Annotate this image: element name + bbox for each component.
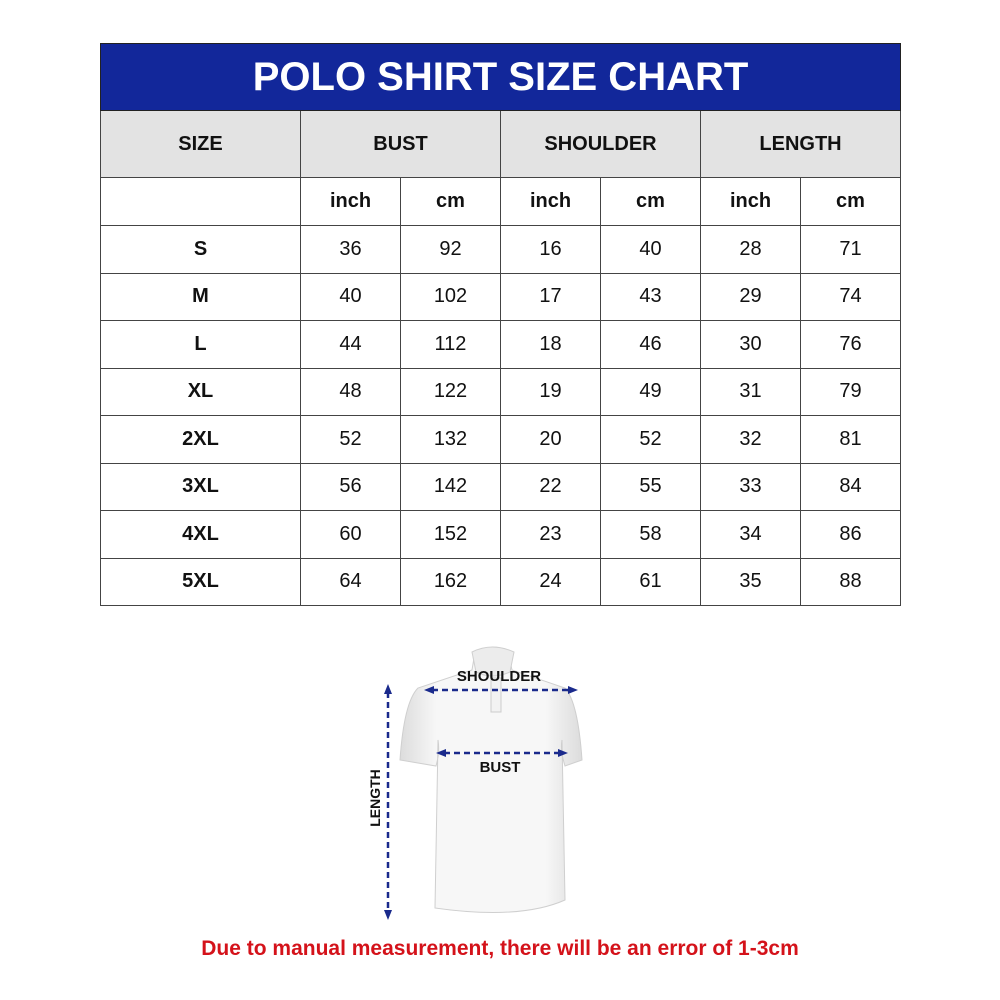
value-cell: 102 bbox=[400, 272, 501, 321]
size-cell: 4XL bbox=[100, 510, 301, 559]
value-cell: 34 bbox=[700, 510, 801, 559]
unit-label: inch bbox=[700, 177, 801, 226]
value-cell: 76 bbox=[799, 320, 902, 369]
value-cell: 46 bbox=[600, 320, 701, 369]
value-cell: 43 bbox=[600, 272, 701, 321]
value-cell: 58 bbox=[600, 510, 701, 559]
value-cell: 16 bbox=[500, 225, 601, 274]
value-cell: 92 bbox=[400, 225, 501, 274]
value-cell: 71 bbox=[799, 225, 902, 274]
value-cell: 61 bbox=[600, 557, 701, 606]
polo-shirt-diagram: SHOULDER BUST LENGTH bbox=[367, 646, 583, 920]
bust-arrow bbox=[436, 749, 568, 757]
value-cell: 122 bbox=[400, 367, 501, 416]
value-cell: 18 bbox=[500, 320, 601, 369]
table-row: S 36 92 16 40 28 71 bbox=[100, 225, 902, 274]
table-row: 5XL 64 162 24 61 35 88 bbox=[100, 557, 902, 606]
value-cell: 162 bbox=[400, 557, 501, 606]
value-cell: 49 bbox=[600, 367, 701, 416]
size-cell: 3XL bbox=[100, 462, 301, 511]
value-cell: 23 bbox=[500, 510, 601, 559]
value-cell: 35 bbox=[700, 557, 801, 606]
value-cell: 132 bbox=[400, 415, 501, 464]
value-cell: 19 bbox=[500, 367, 601, 416]
value-cell: 30 bbox=[700, 320, 801, 369]
table-row: L 44 112 18 46 30 76 bbox=[100, 320, 902, 369]
value-cell: 142 bbox=[400, 462, 501, 511]
header-size: SIZE bbox=[100, 110, 301, 178]
value-cell: 55 bbox=[600, 462, 701, 511]
shoulder-arrow bbox=[424, 686, 578, 694]
value-cell: 152 bbox=[400, 510, 501, 559]
value-cell: 56 bbox=[300, 462, 401, 511]
length-arrow bbox=[384, 684, 392, 920]
value-cell: 29 bbox=[700, 272, 801, 321]
unit-label: cm bbox=[400, 177, 501, 226]
value-cell: 40 bbox=[600, 225, 701, 274]
size-cell: M bbox=[100, 272, 301, 321]
value-cell: 52 bbox=[300, 415, 401, 464]
size-cell: L bbox=[100, 320, 301, 369]
unit-row: inch cm inch cm inch cm bbox=[100, 177, 902, 226]
header-shoulder: SHOULDER bbox=[500, 110, 701, 178]
value-cell: 28 bbox=[700, 225, 801, 274]
length-label: LENGTH bbox=[367, 769, 383, 827]
table-row: 4XL 60 152 23 58 34 86 bbox=[100, 510, 902, 559]
header-bust: BUST bbox=[300, 110, 501, 178]
value-cell: 17 bbox=[500, 272, 601, 321]
table-row: 3XL 56 142 22 55 33 84 bbox=[100, 462, 902, 511]
value-cell: 24 bbox=[500, 557, 601, 606]
size-cell: 5XL bbox=[100, 557, 301, 606]
value-cell: 44 bbox=[300, 320, 401, 369]
unit-label: inch bbox=[500, 177, 601, 226]
value-cell: 40 bbox=[300, 272, 401, 321]
size-chart-table: POLO SHIRT SIZE CHART SIZE BUST SHOULDER… bbox=[99, 43, 902, 606]
shirt-icon bbox=[399, 646, 583, 913]
header-length: LENGTH bbox=[699, 110, 902, 178]
value-cell: 31 bbox=[700, 367, 801, 416]
value-cell: 64 bbox=[300, 557, 401, 606]
value-cell: 60 bbox=[300, 510, 401, 559]
value-cell: 33 bbox=[700, 462, 801, 511]
value-cell: 32 bbox=[700, 415, 801, 464]
chart-title: POLO SHIRT SIZE CHART bbox=[99, 43, 902, 111]
value-cell: 74 bbox=[799, 272, 902, 321]
shoulder-label: SHOULDER bbox=[457, 668, 541, 685]
table-row: XL 48 122 19 49 31 79 bbox=[100, 367, 902, 416]
size-cell: S bbox=[100, 225, 301, 274]
unit-blank bbox=[100, 177, 301, 226]
value-cell: 84 bbox=[799, 462, 902, 511]
value-cell: 81 bbox=[799, 415, 902, 464]
value-cell: 52 bbox=[600, 415, 701, 464]
value-cell: 36 bbox=[300, 225, 401, 274]
size-cell: XL bbox=[100, 367, 301, 416]
table-row: M 40 102 17 43 29 74 bbox=[100, 272, 902, 321]
unit-label: inch bbox=[300, 177, 401, 226]
size-cell: 2XL bbox=[100, 415, 301, 464]
table-row: 2XL 52 132 20 52 32 81 bbox=[100, 415, 902, 464]
unit-label: cm bbox=[600, 177, 701, 226]
value-cell: 22 bbox=[500, 462, 601, 511]
value-cell: 48 bbox=[300, 367, 401, 416]
value-cell: 20 bbox=[500, 415, 601, 464]
measurement-note: Due to manual measurement, there will be… bbox=[201, 937, 799, 960]
value-cell: 112 bbox=[400, 320, 501, 369]
unit-label: cm bbox=[799, 177, 902, 226]
value-cell: 79 bbox=[799, 367, 902, 416]
value-cell: 88 bbox=[799, 557, 902, 606]
value-cell: 86 bbox=[799, 510, 902, 559]
bust-label: BUST bbox=[480, 759, 521, 776]
